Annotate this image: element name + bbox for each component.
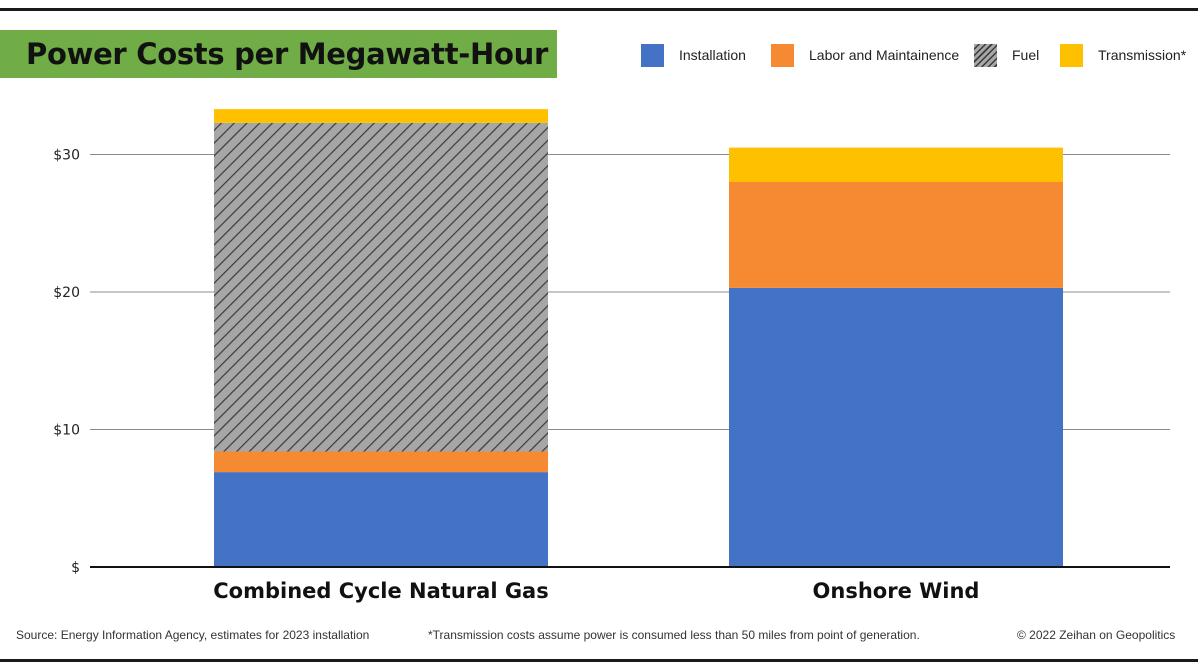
bar-segment-transmission bbox=[729, 147, 1063, 182]
y-tick-label: $ bbox=[71, 560, 80, 576]
legend-swatch-transmission bbox=[1060, 43, 1083, 67]
legend-swatch-installation bbox=[641, 43, 664, 67]
y-tick-label: $10 bbox=[53, 423, 80, 439]
bar-segment-transmission bbox=[214, 109, 548, 123]
bar-segment-installation bbox=[729, 287, 1063, 567]
legend-item-labor: Labor and Maintainence bbox=[771, 43, 959, 67]
legend-label-fuel: Fuel bbox=[1012, 47, 1040, 63]
legend-item-installation: Installation bbox=[641, 43, 746, 67]
legend-swatch-fuel bbox=[974, 43, 997, 67]
y-tick-label: $30 bbox=[53, 148, 80, 164]
legend-label-transmission: Transmission* bbox=[1098, 47, 1187, 63]
legend-swatch-labor bbox=[771, 43, 794, 67]
bar-segment-labor-and-maintainence bbox=[214, 451, 548, 473]
top-border bbox=[0, 8, 1198, 11]
transmission-footnote: *Transmission costs assume power is cons… bbox=[428, 628, 920, 642]
y-tick-label: $20 bbox=[53, 285, 80, 301]
bottom-border bbox=[0, 659, 1198, 662]
legend-label-installation: Installation bbox=[679, 47, 746, 63]
legend-item-transmission: Transmission* bbox=[1060, 43, 1186, 67]
legend-label-labor: Labor and Maintainence bbox=[809, 47, 960, 63]
source-note: Source: Energy Information Agency, estim… bbox=[16, 628, 370, 642]
bar-segment-fuel bbox=[214, 122, 548, 452]
legend-item-fuel: Fuel bbox=[974, 43, 1039, 67]
x-category-label: Combined Cycle Natural Gas bbox=[213, 579, 548, 603]
bar-segment-labor-and-maintainence bbox=[729, 182, 1063, 288]
copyright-note: © 2022 Zeihan on Geopolitics bbox=[1017, 628, 1176, 642]
x-category-label: Onshore Wind bbox=[813, 579, 980, 603]
bar-segment-installation bbox=[214, 472, 548, 567]
chart-title: Power Costs per Megawatt-Hour bbox=[0, 30, 557, 78]
